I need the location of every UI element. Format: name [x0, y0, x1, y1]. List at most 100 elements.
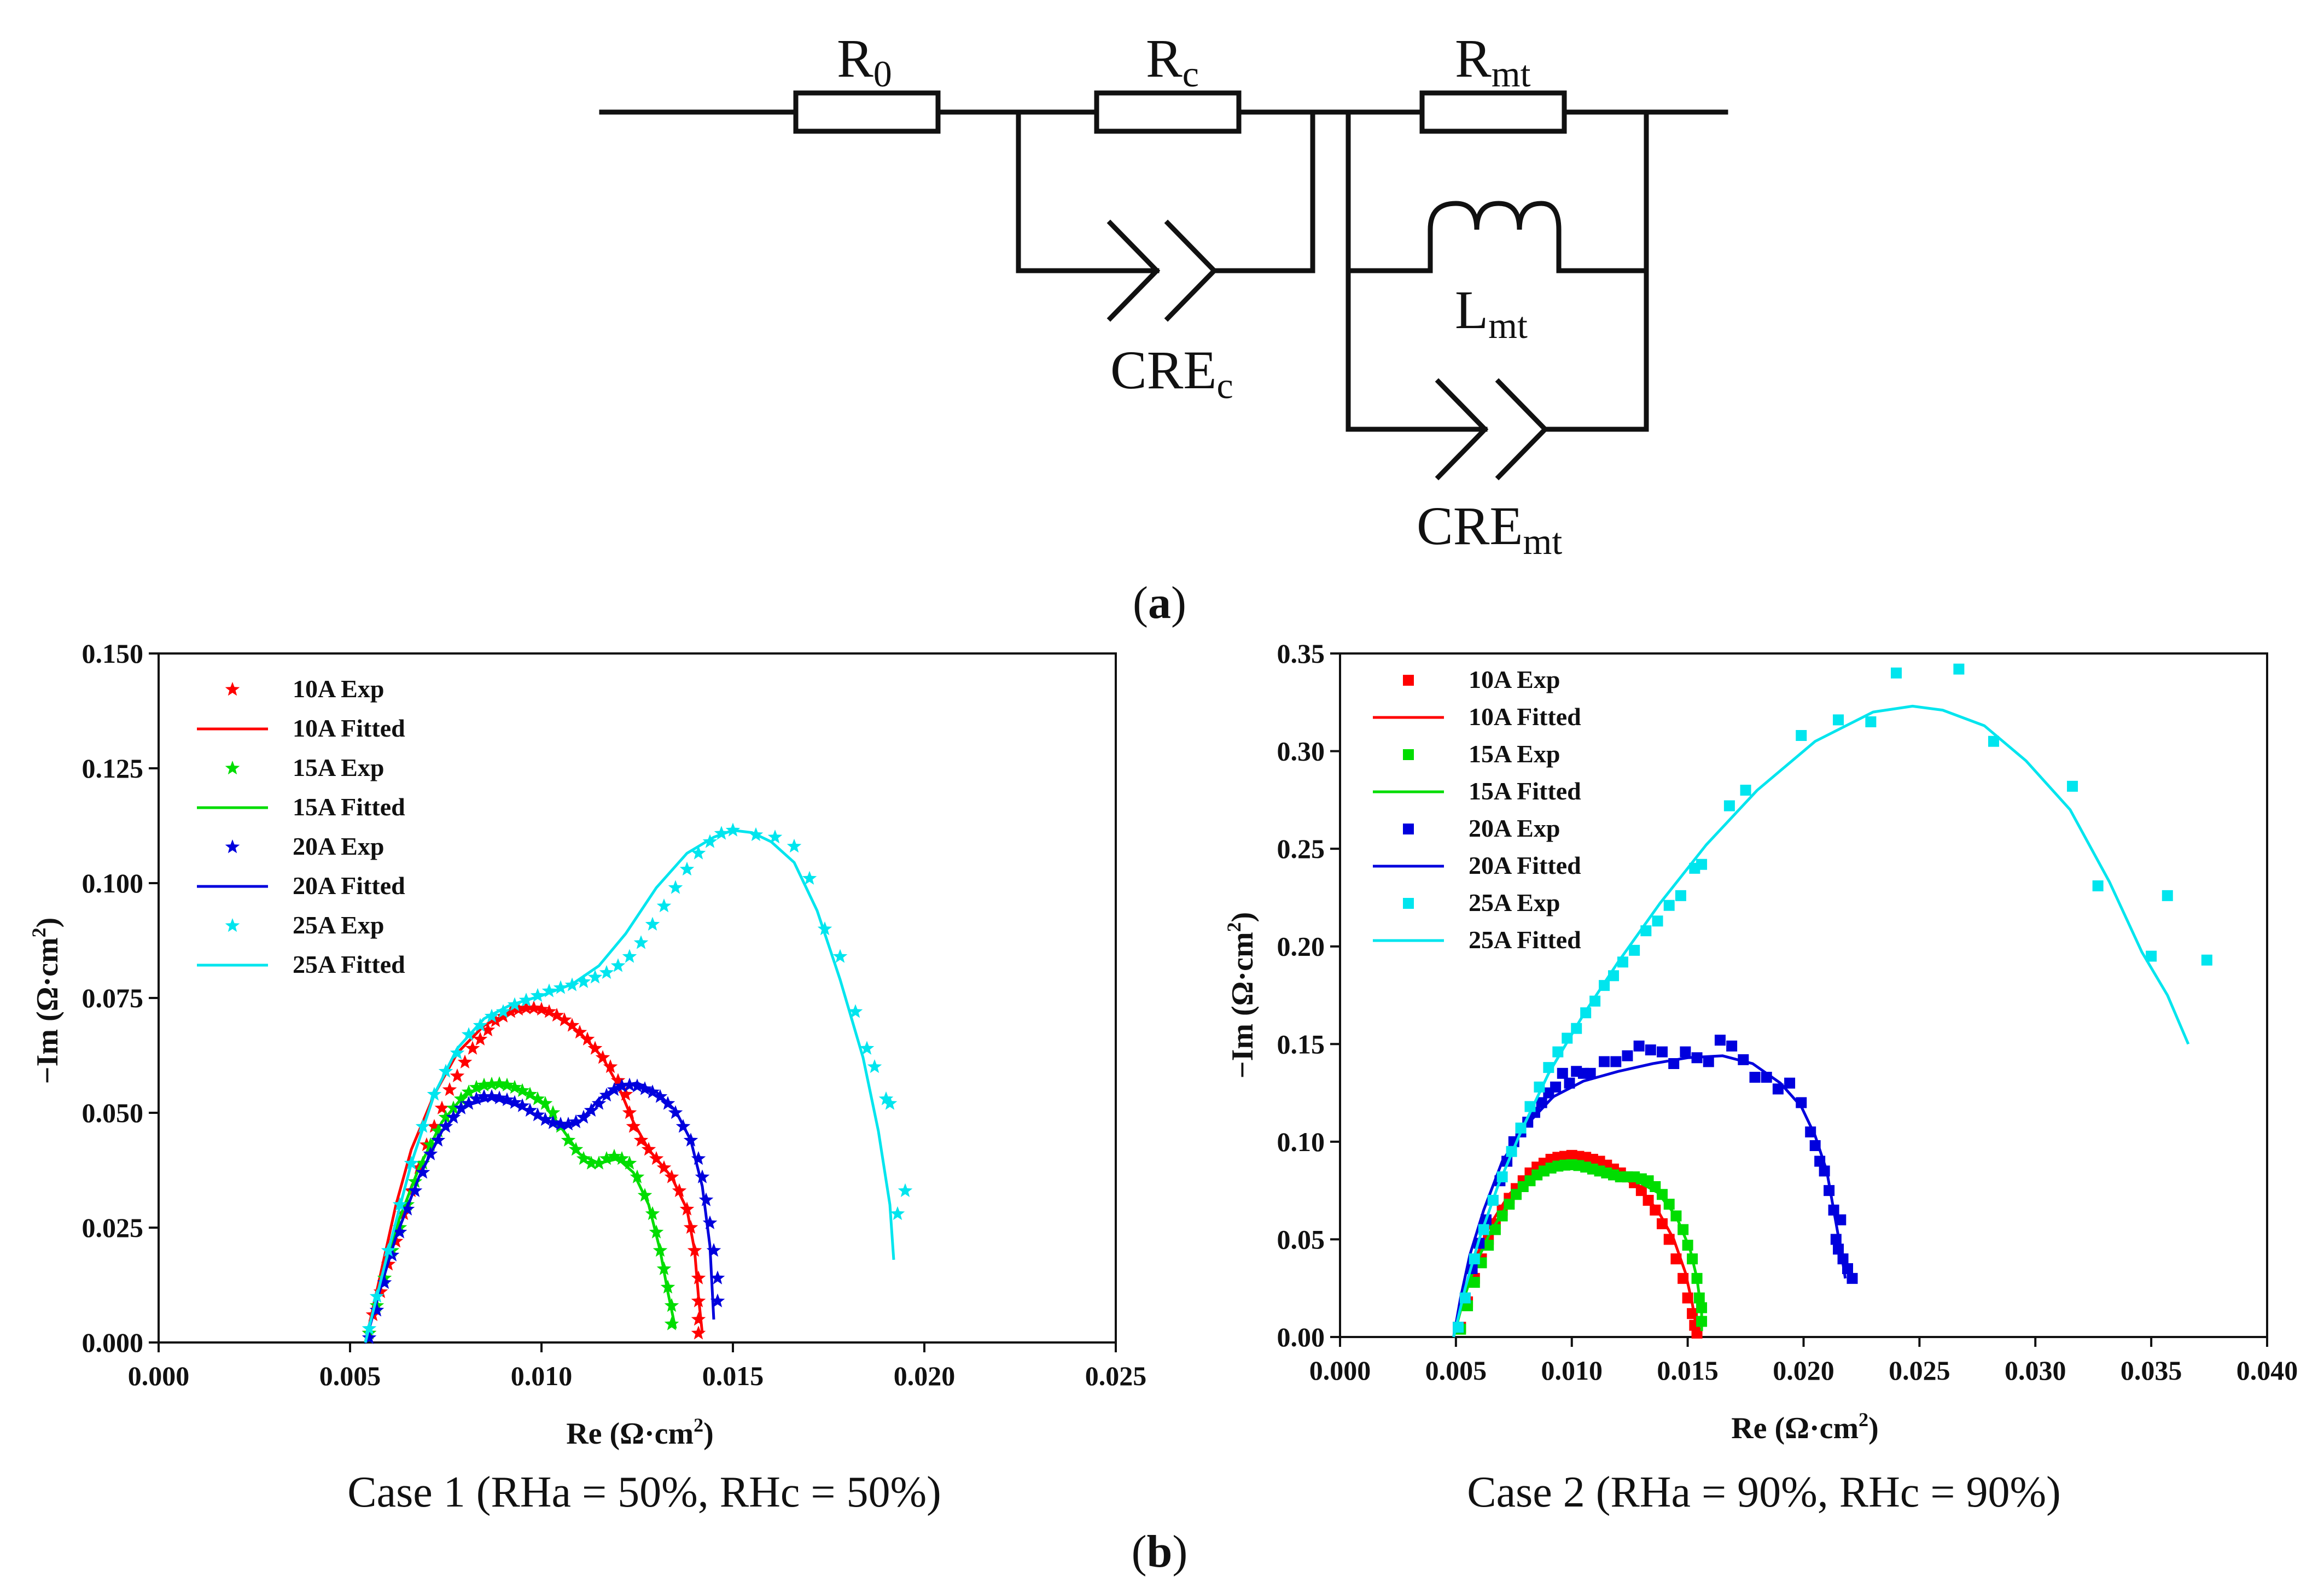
- exp-point-25A: [1487, 1195, 1499, 1206]
- exp-point-25A: [1589, 995, 1601, 1007]
- exp-point-15A: [492, 1076, 507, 1090]
- exp-point-20A: [545, 1115, 561, 1129]
- x-tick-label: 0.005: [319, 1361, 381, 1391]
- exp-point-25A: [882, 1096, 898, 1110]
- y-axis-label: −Im (Ω·cm2): [28, 918, 65, 1084]
- exp-point-20A: [1819, 1165, 1830, 1177]
- legend-label: 15A Fitted: [293, 793, 405, 821]
- exp-point-25A: [1696, 859, 1708, 870]
- exp-point-25A: [679, 861, 695, 876]
- exp-point-20A: [438, 1119, 453, 1133]
- exp-point-20A: [407, 1183, 423, 1198]
- y-tick-label: 0.35: [1277, 638, 1325, 669]
- exp-point-15A: [1496, 1210, 1508, 1222]
- exp-point-25A: [1580, 1007, 1592, 1019]
- exp-point-25A: [1459, 1292, 1471, 1304]
- exp-point-15A: [614, 1151, 630, 1165]
- case1-label: Case 1 (RHa = 50%, RHc = 50%): [347, 1468, 941, 1516]
- exp-point-15A: [1687, 1253, 1698, 1265]
- exp-point-10A: [434, 1100, 450, 1114]
- exp-point-25A: [496, 1004, 511, 1018]
- exp-point-20A: [1749, 1072, 1761, 1083]
- exp-point-20A: [668, 1105, 683, 1119]
- y-tick-label: 0.10: [1277, 1126, 1325, 1157]
- x-axis-label: Re (Ω·cm2): [1731, 1409, 1879, 1445]
- legend-marker: [1403, 749, 1414, 760]
- exp-point-15A: [507, 1079, 522, 1094]
- exp-point-10A: [1657, 1218, 1668, 1229]
- exp-point-25A: [461, 1027, 476, 1041]
- exp-point-25A: [404, 1155, 419, 1170]
- legend-marker: [1403, 675, 1414, 686]
- exp-point-10A: [1642, 1195, 1654, 1206]
- x-tick-label: 0.015: [702, 1361, 764, 1391]
- exp-point-25A: [576, 974, 591, 988]
- exp-point-20A: [1557, 1067, 1568, 1079]
- exp-point-10A: [1650, 1204, 1661, 1216]
- exp-point-10A: [541, 1004, 557, 1018]
- exp-point-20A: [706, 1243, 721, 1257]
- exp-point-10A: [622, 1105, 637, 1119]
- exp-point-10A: [691, 1270, 706, 1285]
- crec-cpe-left: [1106, 219, 1161, 322]
- exp-point-25A: [507, 997, 522, 1011]
- exp-point-15A: [1678, 1224, 1689, 1235]
- exp-point-10A: [1682, 1292, 1693, 1304]
- exp-point-10A: [641, 1142, 656, 1156]
- exp-point-25A: [610, 958, 626, 972]
- exp-point-25A: [1629, 944, 1640, 956]
- exp-point-20A: [1796, 1097, 1807, 1108]
- exp-point-20A: [691, 1151, 706, 1165]
- exp-point-20A: [1814, 1155, 1826, 1167]
- exp-point-25A: [1723, 800, 1735, 811]
- y-tick-label: 0.05: [1277, 1224, 1325, 1254]
- exp-point-20A: [1738, 1054, 1749, 1065]
- legend-label: 10A Fitted: [1469, 703, 1581, 731]
- exp-point-25A: [691, 845, 706, 860]
- exp-point-20A: [695, 1169, 710, 1183]
- exp-point-10A: [564, 1018, 580, 1032]
- exp-point-10A: [587, 1041, 603, 1055]
- exp-point-10A: [465, 1041, 480, 1055]
- y-axis-label: −Im (Ω·cm2): [1223, 912, 1260, 1079]
- exp-point-15A: [538, 1096, 553, 1110]
- legend-label: 10A Exp: [293, 675, 384, 703]
- exp-point-15A: [499, 1077, 515, 1091]
- x-tick-label: 0.020: [1773, 1355, 1834, 1386]
- exp-point-20A: [1772, 1083, 1784, 1095]
- exp-point-20A: [1833, 1243, 1844, 1255]
- exp-point-25A: [2092, 880, 2104, 891]
- exp-point-15A: [637, 1188, 653, 1202]
- exp-point-10A: [691, 1312, 706, 1326]
- exp-point-20A: [362, 1330, 377, 1344]
- exp-point-20A: [1847, 1272, 1858, 1284]
- exp-point-20A: [553, 1117, 568, 1131]
- exp-point-15A: [461, 1084, 476, 1099]
- exp-point-20A: [1691, 1052, 1703, 1064]
- legend: 10A Exp 10A Fitted 15A Exp 15A Fitted 20A Ex…: [197, 675, 405, 978]
- exp-point-25A: [2067, 780, 2078, 792]
- exp-point-25A: [1534, 1081, 1545, 1093]
- label-crec: CREc: [1110, 340, 1233, 406]
- exp-point-10A: [457, 1054, 473, 1069]
- exp-point-15A: [407, 1174, 423, 1188]
- exp-point-25A: [867, 1059, 882, 1073]
- x-tick-label: 0.005: [1425, 1355, 1487, 1386]
- legend-label: 20A Fitted: [293, 872, 405, 900]
- y-tick-label: 0.100: [82, 868, 144, 898]
- exp-point-20A: [430, 1132, 446, 1147]
- exp-point-25A: [1552, 1046, 1564, 1058]
- panel-b-caption: (b): [1132, 1526, 1188, 1577]
- exp-point-20A: [1645, 1044, 1656, 1055]
- x-axis-label: Re (Ω·cm2): [566, 1414, 714, 1451]
- exp-point-20A: [400, 1201, 415, 1216]
- exp-point-20A: [507, 1095, 522, 1109]
- crec-branch-right: [1211, 109, 1315, 273]
- exp-point-15A: [1657, 1189, 1668, 1200]
- inductor-lmt: [1346, 201, 1649, 273]
- exp-point-10A: [526, 1000, 541, 1014]
- y-tick-label: 0.025: [82, 1212, 144, 1243]
- y-tick-label: 0.25: [1277, 833, 1325, 864]
- exp-point-10A: [633, 1132, 649, 1147]
- exp-point-15A: [649, 1224, 664, 1239]
